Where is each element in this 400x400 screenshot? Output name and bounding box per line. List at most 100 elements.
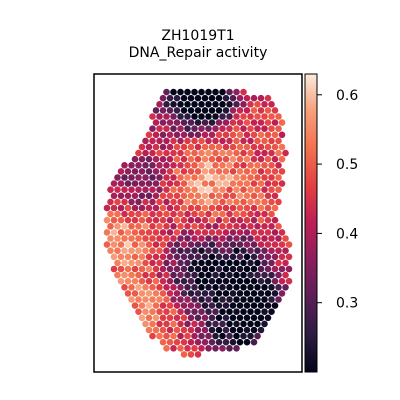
- spot: [243, 143, 251, 151]
- spot: [184, 320, 191, 328]
- colorbar-tick-label: 0.5: [336, 157, 358, 173]
- spot: [177, 210, 184, 218]
- spot: [233, 247, 240, 254]
- spot: [180, 94, 188, 102]
- spot: [264, 94, 272, 102]
- spot: [271, 290, 279, 297]
- spot: [110, 180, 118, 187]
- spot: [198, 247, 205, 254]
- spot: [226, 88, 233, 96]
- spot: [166, 277, 174, 285]
- spot: [215, 94, 223, 102]
- spot: [205, 125, 212, 132]
- spot: [191, 125, 198, 132]
- spot: [187, 192, 195, 200]
- spot: [219, 332, 226, 340]
- spot: [121, 284, 128, 291]
- spot: [173, 277, 181, 285]
- spot: [215, 131, 223, 139]
- spot: [275, 174, 282, 181]
- spot: [240, 247, 247, 254]
- spot: [205, 101, 212, 108]
- spot: [250, 216, 258, 224]
- spot: [177, 125, 184, 132]
- spot: [205, 296, 212, 303]
- spot: [222, 119, 230, 126]
- spot: [201, 290, 209, 297]
- spot: [208, 180, 216, 187]
- spot: [226, 284, 233, 291]
- spot: [201, 107, 209, 114]
- spot: [184, 186, 191, 193]
- spot: [233, 174, 240, 181]
- spot: [149, 137, 156, 145]
- spot: [229, 94, 237, 102]
- spot: [264, 155, 272, 163]
- spot: [198, 186, 205, 193]
- spot: [247, 137, 254, 145]
- spot: [229, 216, 237, 224]
- spot: [215, 216, 223, 224]
- spot: [240, 137, 247, 145]
- spot: [233, 186, 240, 193]
- spot: [121, 235, 128, 242]
- spot: [177, 174, 184, 181]
- spot: [173, 107, 181, 114]
- spot: [170, 88, 177, 96]
- spot: [177, 198, 184, 206]
- spot: [163, 345, 170, 352]
- spot: [184, 101, 191, 108]
- spot: [236, 168, 244, 175]
- spot: [233, 235, 240, 242]
- spot: [264, 131, 272, 139]
- spot: [180, 168, 188, 175]
- spot: [268, 271, 275, 279]
- spot: [194, 338, 202, 346]
- spot: [177, 247, 184, 254]
- spot: [282, 284, 289, 291]
- spot: [215, 119, 223, 126]
- spot: [212, 210, 219, 218]
- spot: [187, 180, 195, 187]
- spot: [166, 131, 174, 139]
- spot: [205, 88, 212, 96]
- spot: [205, 247, 212, 254]
- spot: [184, 88, 191, 96]
- spot: [208, 192, 216, 200]
- spot: [243, 338, 251, 346]
- spot: [285, 241, 293, 248]
- spot: [121, 162, 128, 169]
- spot: [257, 180, 265, 187]
- spot: [187, 229, 195, 236]
- spot: [236, 229, 244, 236]
- spot: [117, 168, 125, 175]
- spot: [117, 265, 125, 273]
- spot: [152, 216, 160, 224]
- spot: [166, 180, 174, 187]
- spot: [187, 155, 195, 163]
- spot: [222, 204, 230, 212]
- spot: [142, 174, 149, 181]
- spot: [194, 277, 202, 285]
- spot: [254, 198, 261, 206]
- spot: [254, 296, 261, 303]
- spot: [145, 277, 153, 285]
- spot: [201, 277, 209, 285]
- spot: [268, 296, 275, 303]
- spot: [257, 155, 265, 163]
- spot: [222, 107, 230, 114]
- spot: [121, 247, 128, 254]
- spot: [229, 192, 237, 200]
- spot: [149, 149, 156, 157]
- spot: [247, 210, 254, 218]
- spot: [236, 241, 244, 248]
- spot: [268, 125, 275, 132]
- spot: [180, 290, 188, 297]
- spot: [152, 229, 160, 236]
- spot: [226, 223, 233, 230]
- spot: [149, 198, 156, 206]
- spot: [257, 94, 265, 102]
- spot: [264, 107, 272, 114]
- spot: [247, 174, 254, 181]
- spot: [212, 271, 219, 279]
